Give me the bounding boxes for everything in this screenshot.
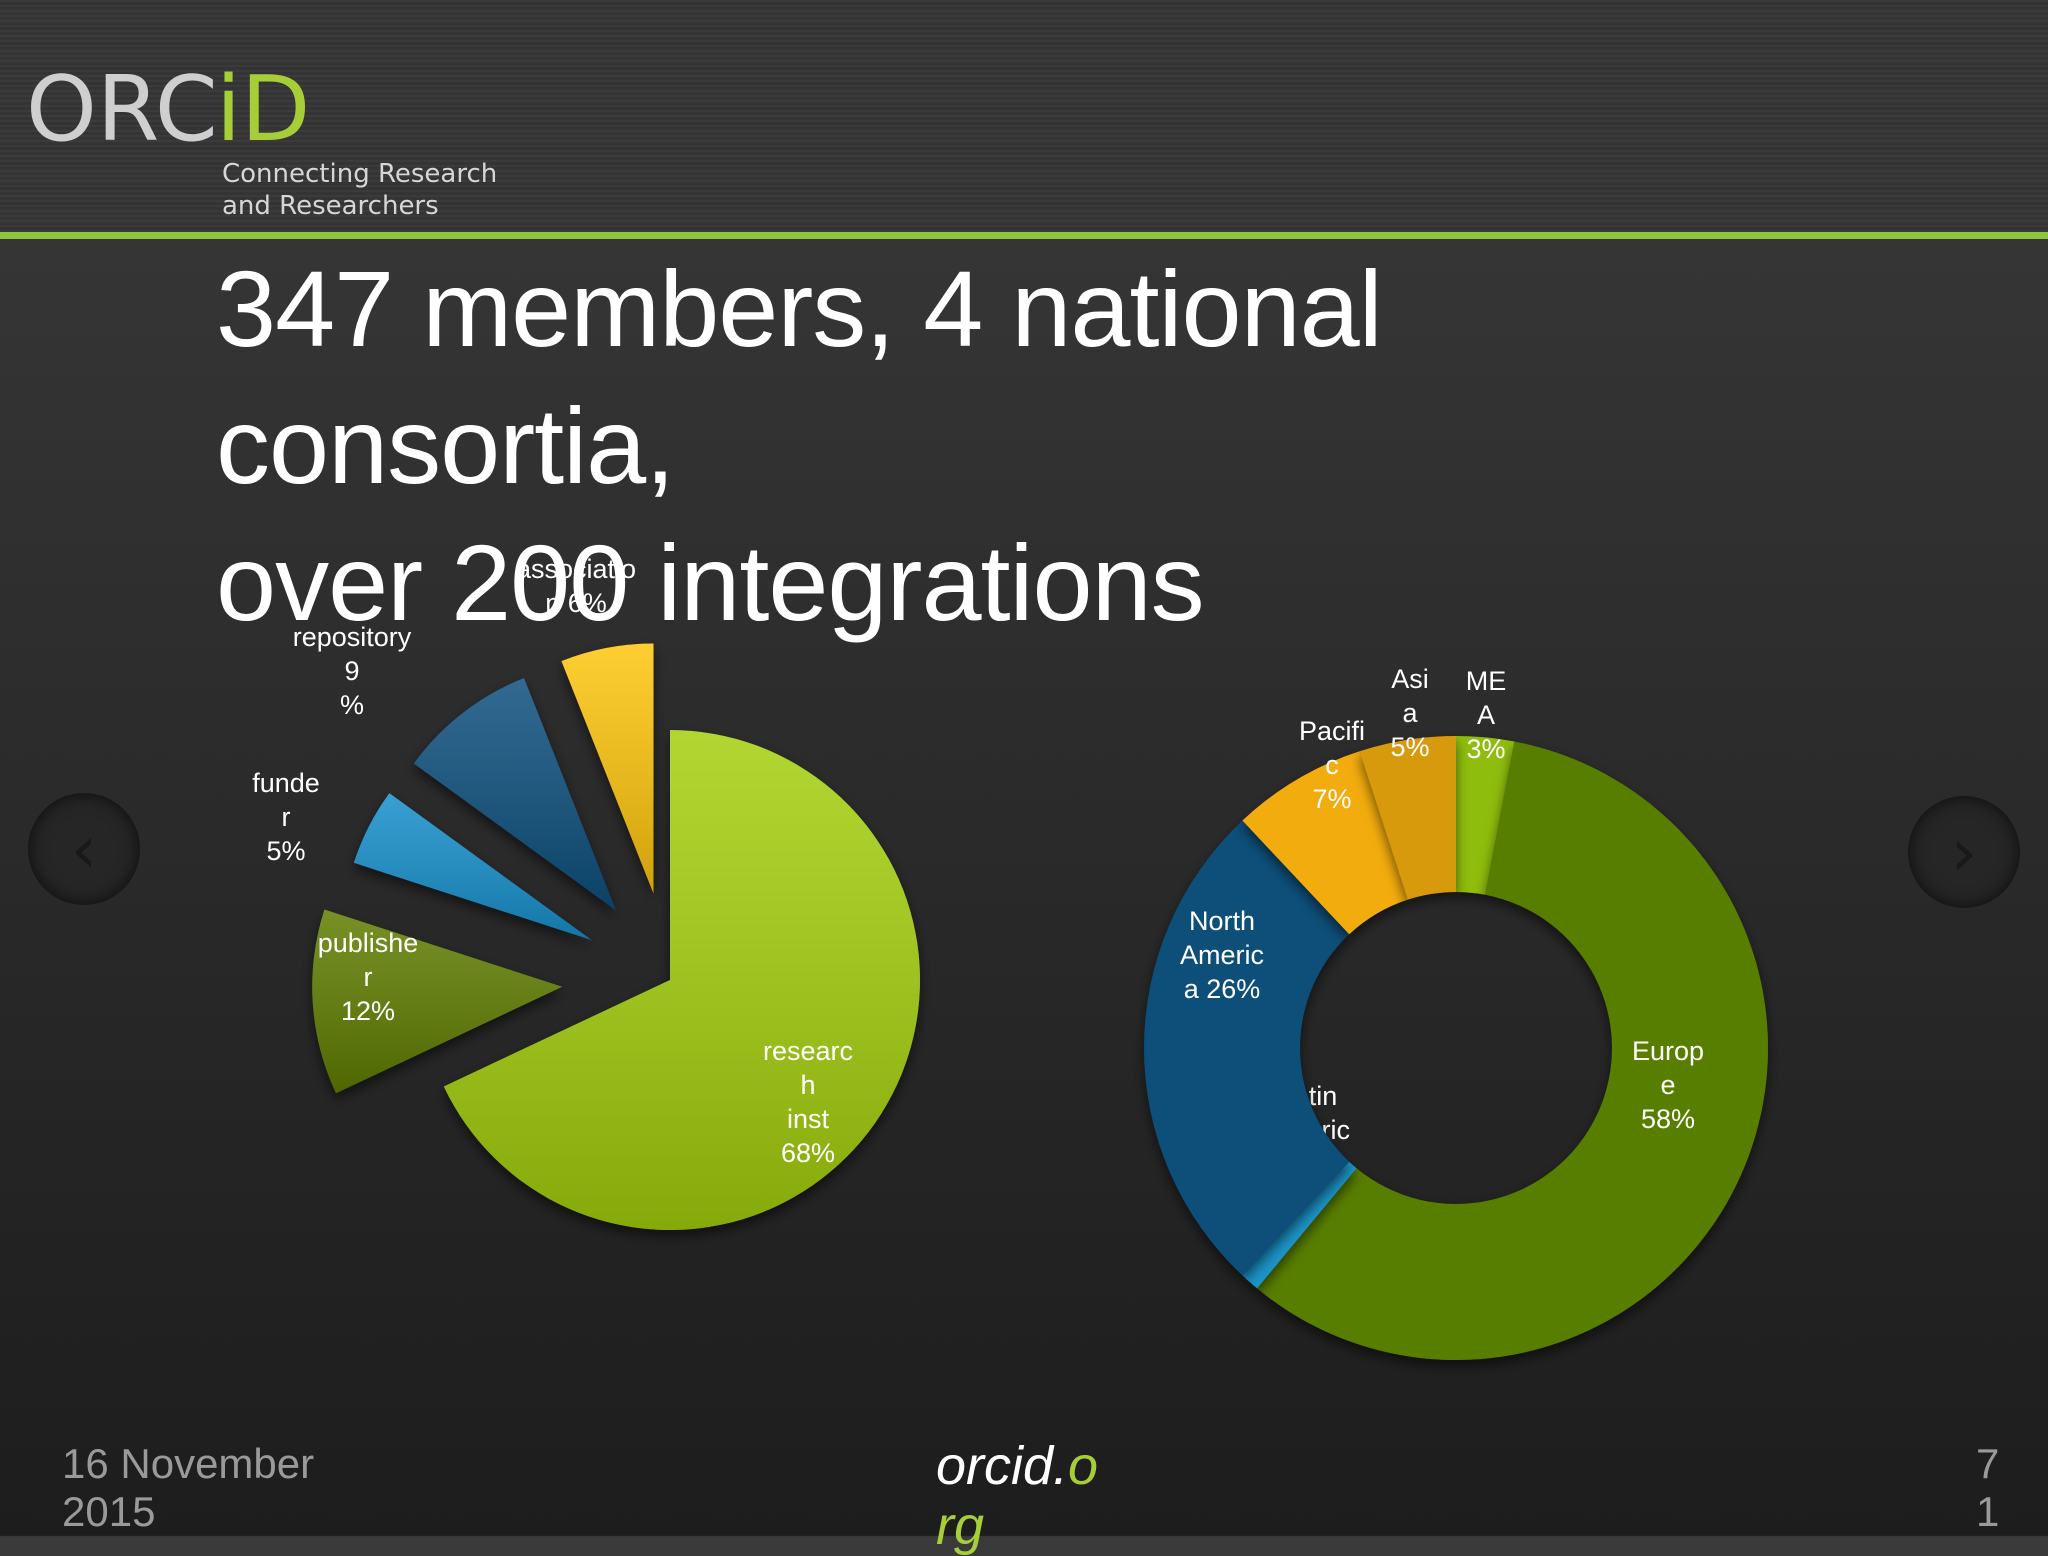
donut-slice-1 xyxy=(1257,741,1769,1360)
pie-slice-shine-2 xyxy=(353,793,592,941)
donut-slice-2 xyxy=(1242,1161,1357,1289)
pie-slice-shine-0 xyxy=(443,730,921,1230)
slice-label-3: North Americ a 26% xyxy=(1180,906,1264,1004)
pie-slice-shine-3 xyxy=(413,678,617,911)
chevron-right-icon[interactable]: › xyxy=(1908,796,2020,908)
header-band xyxy=(0,0,2048,232)
svg-text:iD: iD xyxy=(216,57,310,150)
slice-label-1: publishe r 12% xyxy=(318,928,419,1026)
tagline: Connecting Research and Researchers xyxy=(222,159,498,221)
footer-url[interactable]: orcid.o xyxy=(936,1436,1098,1496)
donut-slice-5 xyxy=(1359,736,1456,900)
slide-title: 347 members, 4 national consortia, over … xyxy=(216,248,1383,643)
donut-slice-3 xyxy=(1144,820,1350,1276)
member-type-pie-chart: researc h inst 68% publishe r 12% funde r 5% repos… xyxy=(252,554,921,1230)
page-number: 7 1 xyxy=(1976,1440,2000,1535)
header-accent-line xyxy=(0,232,2048,239)
slice-label-0: ME A 3% xyxy=(1466,666,1507,764)
slice-label-3: repository 9% xyxy=(293,622,412,720)
slice-label-2: funde r 5% xyxy=(252,768,320,866)
svg-text:ORC: ORC xyxy=(26,57,218,150)
donut-slice-0 xyxy=(1456,736,1515,895)
slice-label-0: researc h inst 68% xyxy=(763,1036,853,1168)
pie-slice-shine-1 xyxy=(312,909,563,1094)
orcid-logo: ORC iD xyxy=(26,57,310,150)
footer-date: 16 November 2015 xyxy=(62,1440,315,1535)
footer-url-part2: o xyxy=(1068,1436,1099,1496)
pie-slice-shine-4 xyxy=(561,643,654,894)
slice-label-4: associatio n 6% xyxy=(516,554,636,618)
donut-slice-4 xyxy=(1242,751,1408,935)
slice-label-4: Pacifi c 7% xyxy=(1299,716,1365,814)
slice-label-5: Asi a 5% xyxy=(1390,664,1429,762)
chevron-left-icon[interactable]: ‹ xyxy=(28,793,140,905)
slice-label-1: Europ e 58% xyxy=(1632,1036,1704,1134)
footer-url-line2[interactable]: rg xyxy=(936,1496,985,1556)
footer-url-part1: orcid. xyxy=(936,1436,1069,1496)
